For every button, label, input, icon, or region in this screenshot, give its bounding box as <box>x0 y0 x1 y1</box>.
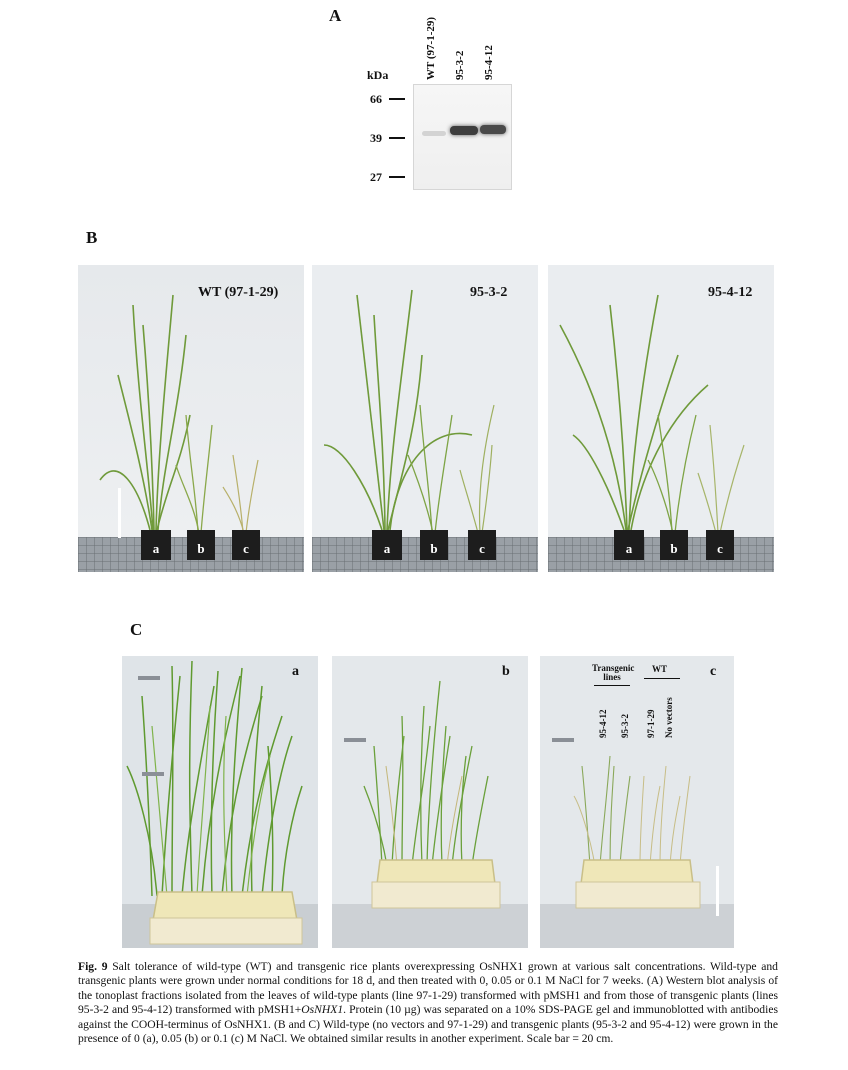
legend-col-no-vectors: No vectors <box>664 697 674 738</box>
legend-underline <box>644 678 680 679</box>
lane-label-95-3-2: 95-3-2 <box>454 50 466 80</box>
pot-label-c: c <box>243 541 249 556</box>
legend-col-97-1-29: 97-1-29 <box>646 709 656 739</box>
legend-wt: WT <box>652 664 668 674</box>
photo-label-b: b <box>502 664 510 679</box>
plants-illustration <box>540 656 734 948</box>
western-blot <box>413 84 512 190</box>
plants-illustration <box>122 656 318 948</box>
panel-c-letter: C <box>130 620 143 639</box>
photo-title: WT (97-1-29) <box>198 285 279 300</box>
legend-transgenic-lines: Transgenic lines <box>592 663 635 682</box>
panel-b-photo-95-4-12: 95-4-12 a b c <box>548 265 774 572</box>
pot-label-b: b <box>197 541 205 556</box>
pot-label-a: a <box>152 541 160 556</box>
pot-label-b: b <box>670 541 678 556</box>
photo-label-c: c <box>710 664 717 679</box>
legend-underline <box>594 685 630 686</box>
mw-tick-39 <box>389 137 405 139</box>
caption-text-2: . Protein (10 µg) was separated on a 10%… <box>78 1003 778 1046</box>
blot-band-95-4-12 <box>480 125 506 134</box>
blot-band-wt <box>422 131 446 136</box>
legend-col-95-4-12: 95-4-12 <box>598 709 608 739</box>
panel-a-letter: A <box>329 6 342 25</box>
panel-b-letter: B <box>86 228 98 247</box>
photo-title: 95-4-12 <box>708 285 753 300</box>
photo-label-a: a <box>292 664 299 679</box>
kda-label: kDa <box>367 68 389 82</box>
mw-marker-66: 66 <box>370 92 382 106</box>
photo-title: 95-3-2 <box>470 285 508 300</box>
panel-b-photo-95-3-2: 95-3-2 a b c <box>312 265 538 572</box>
scale-bar <box>716 866 719 916</box>
mw-marker-27: 27 <box>370 170 382 184</box>
pot-label-c: c <box>479 541 485 556</box>
panel-b-photo-wt: WT (97-1-29) a b c <box>78 265 304 572</box>
mw-marker-39: 39 <box>370 131 382 145</box>
height-marker <box>344 738 366 742</box>
legend-col-95-3-2: 95-3-2 <box>620 714 630 738</box>
height-marker <box>142 772 164 776</box>
plants-illustration <box>312 265 538 572</box>
figure-label: Fig. 9 <box>78 960 108 973</box>
height-marker <box>138 676 160 680</box>
pot-label-b: b <box>430 541 438 556</box>
scale-bar <box>118 488 121 538</box>
panel-c-photo-b: b <box>332 656 528 948</box>
mw-tick-66 <box>389 98 405 100</box>
plants-illustration <box>78 265 304 572</box>
lane-label-95-4-12: 95-4-12 <box>483 45 495 80</box>
pot-label-a: a <box>383 541 391 556</box>
figure-caption: Fig. 9 Salt tolerance of wild-type (WT) … <box>78 960 778 1046</box>
plants-illustration <box>548 265 774 572</box>
caption-gene-name: OsNHX1 <box>301 1003 344 1017</box>
height-marker <box>552 738 574 742</box>
plants-illustration <box>332 656 528 948</box>
pot-label-c: c <box>717 541 723 556</box>
mw-tick-27 <box>389 176 405 178</box>
caption-text-1: Salt tolerance of wild-type (WT) and tra… <box>78 960 778 1017</box>
panel-c-photo-a: a <box>122 656 318 948</box>
panel-c-photo-c: c Transgenic lines WT 95-4-12 95-3-2 97-… <box>540 656 734 948</box>
lane-label-wt: WT (97-1-29) <box>425 16 437 80</box>
pot-label-a: a <box>625 541 633 556</box>
blot-band-95-3-2 <box>450 126 478 135</box>
